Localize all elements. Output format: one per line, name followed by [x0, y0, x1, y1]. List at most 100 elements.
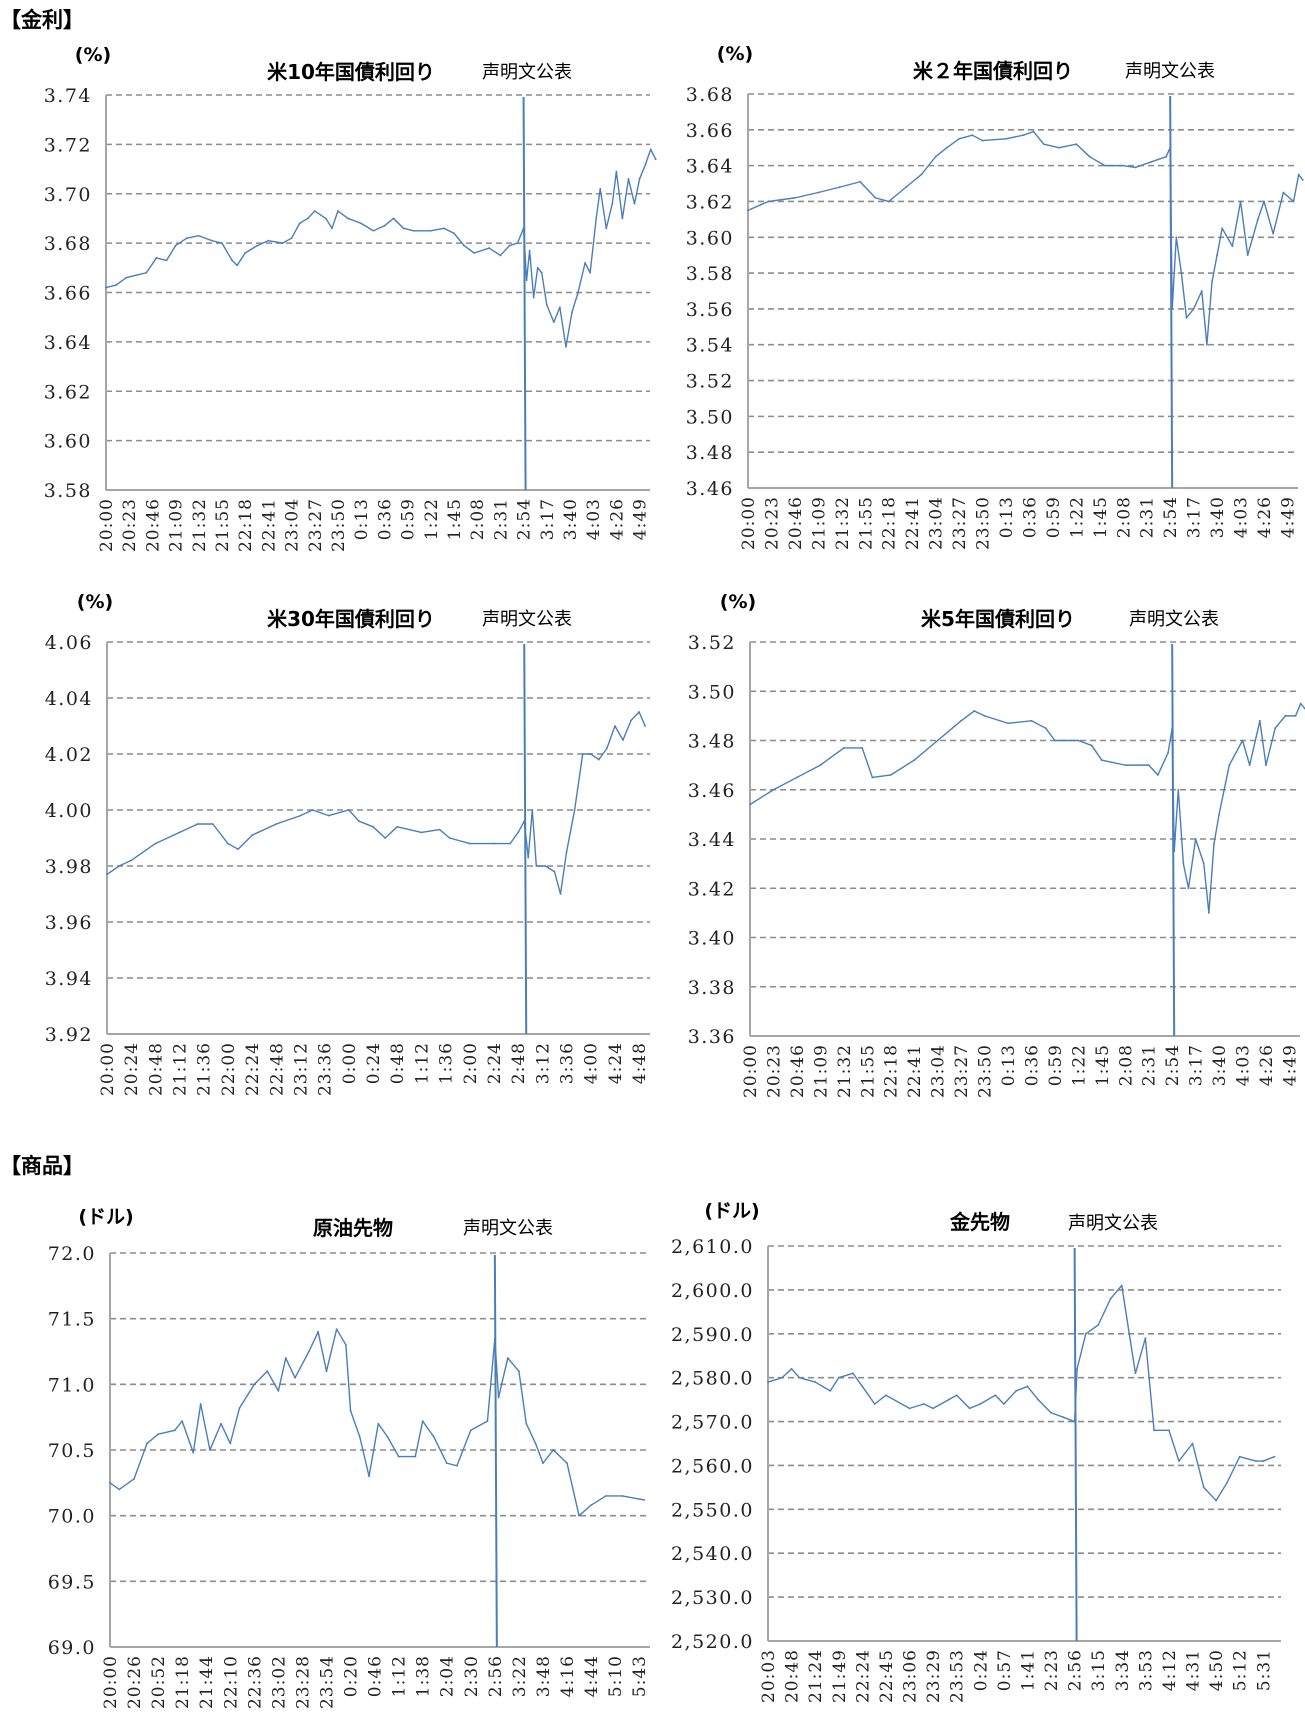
data-point: [545, 303, 548, 306]
data-point: [1274, 727, 1277, 730]
data-point: [604, 1495, 607, 1497]
data-point: [294, 1376, 296, 1379]
x-tick-label: 4:16: [558, 1655, 578, 1697]
data-point: [1292, 200, 1295, 203]
data-point: [331, 227, 333, 230]
data-point: [852, 1372, 854, 1375]
data-point: [1202, 862, 1205, 865]
x-tick-label: 0:59: [1044, 496, 1064, 538]
data-point: [1171, 727, 1174, 730]
y-tick-label: 2,580.0: [671, 1368, 754, 1390]
data-point: [199, 1403, 202, 1405]
y-tick-label: 3.66: [44, 283, 92, 305]
data-point: [372, 229, 375, 232]
data-point: [516, 242, 519, 245]
data-point: [429, 229, 432, 232]
data-point: [767, 200, 770, 203]
x-tick-label: 3:40: [1208, 496, 1228, 538]
y-tick-label: 4.00: [45, 800, 93, 822]
data-point: [493, 1337, 496, 1340]
y-tick-label: 3.46: [688, 780, 736, 802]
data-point: [973, 710, 976, 712]
data-point: [1221, 227, 1224, 230]
x-tick-label: 0:46: [366, 1655, 386, 1697]
x-tick-label: 4:03: [1234, 1044, 1254, 1086]
data-point: [130, 859, 133, 862]
data-point: [747, 209, 749, 212]
x-tick-label: 3:17: [1187, 1044, 1207, 1086]
data-point: [145, 271, 148, 274]
x-tick-label: 0:36: [1022, 1044, 1042, 1086]
event-marker-line: [493, 1254, 498, 1648]
data-point: [244, 252, 247, 254]
data-point: [611, 202, 614, 205]
data-point: [173, 1429, 176, 1432]
x-tick-label: 1:36: [437, 1042, 457, 1084]
y-axis-unit: (%): [719, 591, 757, 613]
x-tick-label: 23:50: [329, 498, 349, 552]
event-label: 声明文公表: [482, 62, 572, 83]
x-tick-label: 2:56: [486, 1655, 506, 1697]
section-heading-commodities: 【商品】: [0, 1154, 84, 1178]
x-tick-label: 0:59: [1046, 1044, 1066, 1086]
data-point: [1231, 245, 1234, 248]
data-point: [1124, 764, 1127, 767]
data-point: [1037, 1398, 1040, 1401]
x-tick-label: 1:41: [1018, 1649, 1038, 1691]
x-tick-label: 2:30: [462, 1655, 482, 1697]
chart-title: 米２年国債利回り: [913, 59, 1073, 83]
event-marker-line: [1169, 95, 1174, 489]
data-point: [469, 1429, 472, 1432]
x-tick-label: 0:24: [364, 1042, 384, 1084]
data-point: [571, 311, 573, 314]
data-point: [1262, 1460, 1265, 1462]
data-point: [155, 257, 158, 259]
x-tick-label: 21:32: [833, 496, 853, 550]
x-tick-label: 3:17: [538, 498, 558, 540]
data-point: [497, 1396, 500, 1399]
x-tick-label: 4:31: [1184, 1649, 1204, 1691]
x-tick-label: 1:22: [422, 498, 442, 540]
data-point: [197, 234, 200, 237]
data-point: [211, 823, 214, 825]
data-point: [517, 831, 520, 834]
data-point: [945, 146, 948, 149]
data-point: [448, 837, 451, 839]
data-point: [922, 1403, 925, 1405]
x-tick-label: 4:03: [584, 498, 604, 540]
x-tick-label: 4:26: [1257, 1044, 1277, 1086]
x-tick-label: 21:55: [213, 498, 233, 552]
data-point: [542, 1462, 544, 1465]
y-tick-label: 72.0: [48, 1243, 96, 1265]
y-tick-label: 3.60: [44, 431, 92, 453]
x-tick-label: 23:12: [291, 1042, 311, 1096]
y-tick-label: 3.36: [688, 1026, 736, 1048]
x-tick-label: 21:36: [195, 1042, 215, 1096]
data-point: [277, 1390, 280, 1392]
data-point: [1015, 1389, 1018, 1392]
x-tick-label: 0:24: [971, 1649, 991, 1691]
data-point: [597, 758, 600, 761]
data-point: [1258, 719, 1261, 722]
y-tick-label: 3.62: [44, 381, 92, 403]
x-tick-label: 0:13: [999, 1044, 1019, 1086]
data-point: [368, 1475, 370, 1478]
data-point: [220, 1422, 222, 1425]
data-point: [817, 191, 820, 194]
data-point: [932, 1407, 935, 1410]
y-tick-label: 2,530.0: [671, 1587, 754, 1609]
data-point: [308, 1350, 310, 1353]
x-tick-label: 3:53: [1136, 1649, 1156, 1691]
data-point: [345, 1344, 347, 1346]
x-tick-label: 22:41: [903, 496, 923, 550]
x-tick-label: 2:04: [438, 1655, 458, 1697]
y-tick-label: 2,610.0: [671, 1236, 754, 1258]
data-point: [1002, 1403, 1005, 1405]
data-point: [253, 1383, 256, 1386]
y-tick-label: 4.06: [45, 632, 93, 654]
